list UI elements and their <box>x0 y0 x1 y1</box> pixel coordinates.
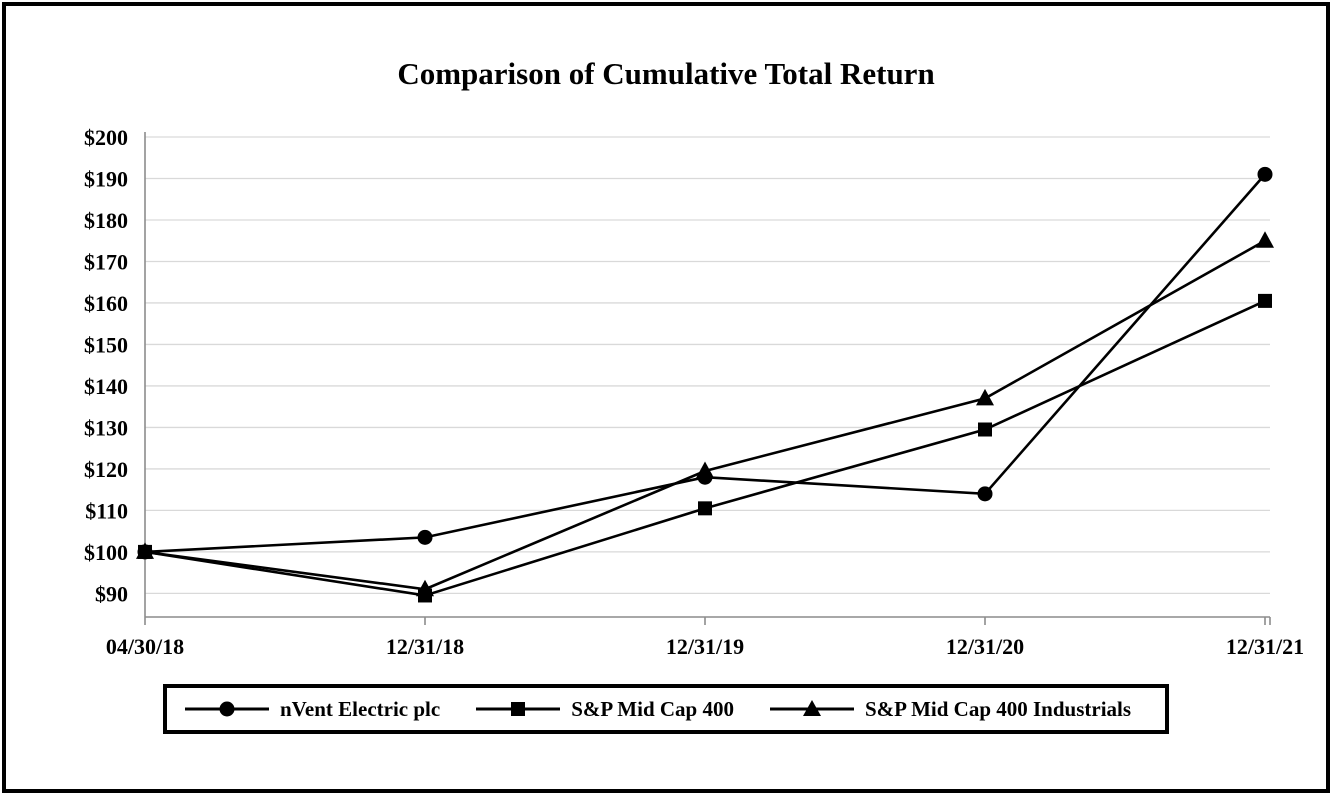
data-point-triangle <box>136 542 154 559</box>
legend-label-sp-mid-cap-400-industrials: S&P Mid Cap 400 Industrials <box>864 696 1132 721</box>
data-point-square <box>1258 293 1272 308</box>
chart-title: Comparison of Cumulative Total Return <box>397 56 935 91</box>
data-point-circle <box>417 529 433 545</box>
square-marker-icon <box>476 702 561 716</box>
data-point-triangle <box>1256 231 1274 248</box>
data-point-square <box>698 501 712 516</box>
x-axis-tick-label: 12/31/20 <box>946 634 1024 659</box>
y-axis-tick-label: $160 <box>84 291 128 316</box>
data-point-triangle <box>696 461 714 478</box>
x-axis-tick-label: 04/30/18 <box>106 634 184 659</box>
data-point-circle <box>977 486 993 502</box>
data-point-circle <box>1257 166 1273 182</box>
legend-item-sp-mid-cap-400: S&P Mid Cap 400 <box>476 697 734 722</box>
x-axis-tick-label: 12/31/19 <box>666 634 744 659</box>
y-axis-tick-label: $90 <box>95 581 128 606</box>
series-line-1 <box>144 173 1266 554</box>
x-axis-tick-label: 12/31/18 <box>386 634 464 659</box>
x-axis-tick-label: 12/31/21 <box>1226 634 1304 659</box>
legend-item-sp-mid-cap-400-industrials: S&P Mid Cap 400 Industrials <box>769 696 1132 722</box>
y-axis-tick-label: $110 <box>85 498 128 523</box>
legend-label-nvent: nVent Electric plc <box>280 696 441 721</box>
legend-item-nvent-electric-plc: nVent Electric plc <box>185 697 440 722</box>
triangle-marker-icon <box>769 700 854 716</box>
data-point-square <box>978 422 992 437</box>
y-axis-tick-label: $200 <box>84 125 128 150</box>
y-axis-tick-label: $130 <box>84 415 128 440</box>
data-point-triangle <box>416 579 434 597</box>
y-axis-tick-label: $120 <box>84 457 128 482</box>
series-line-3 <box>144 239 1266 591</box>
y-axis-tick-label: $170 <box>84 249 128 274</box>
y-axis-tick-label: $100 <box>84 540 128 565</box>
circle-marker-icon <box>185 701 269 717</box>
y-axis-tick-label: $140 <box>84 374 128 399</box>
y-axis-tick-label: $150 <box>84 332 128 357</box>
y-axis-tick-label: $180 <box>84 208 128 233</box>
legend-label-sp-mid-cap-400: S&P Mid Cap 400 <box>571 696 734 721</box>
y-axis-tick-label: $190 <box>84 166 128 191</box>
data-point-triangle <box>976 388 994 406</box>
legend: nVent Electric plc S&P Mid Cap 400 S&P M… <box>163 684 1169 734</box>
